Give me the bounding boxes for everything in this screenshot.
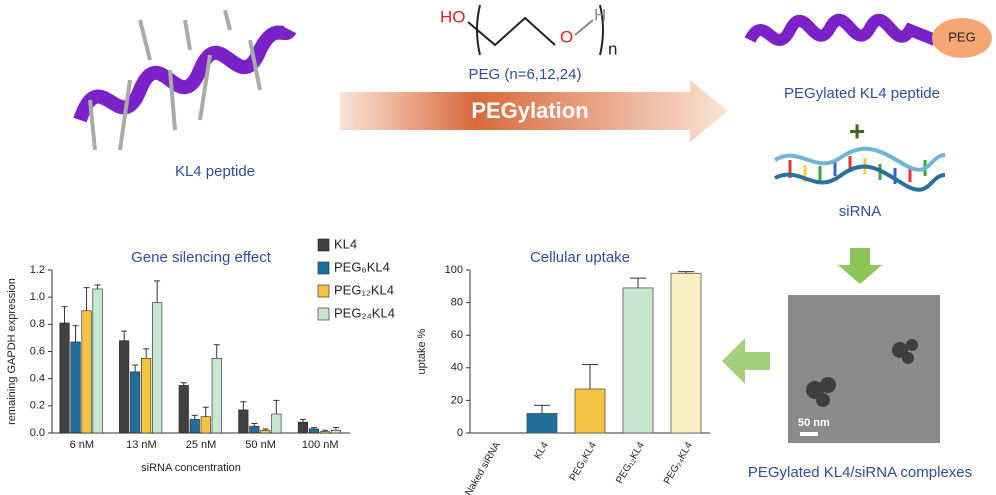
left-arrow [722, 338, 770, 384]
kl4-label: KL4 peptide [175, 163, 255, 180]
x-tick-label: 100 nM [302, 439, 339, 451]
bar [526, 413, 558, 434]
y-tick-label: 60 [451, 329, 463, 341]
bar [178, 385, 189, 434]
plus: + [849, 115, 865, 146]
y-tick-label: 80 [451, 297, 463, 309]
bar [189, 419, 200, 434]
pegylated-label: PEGylated KL4 peptide [784, 85, 940, 102]
y-tick-label: 0.8 [30, 318, 45, 330]
y-tick-label: 20 [451, 394, 463, 406]
formula-h: H [594, 5, 606, 24]
bar [130, 371, 141, 434]
y-tick-label: 0.4 [30, 373, 45, 385]
bar [119, 340, 130, 434]
x-tick-label: 25 nM [186, 439, 217, 451]
y-tick-label: 0 [457, 427, 463, 439]
complex-particles [806, 339, 918, 407]
legend-label: PEG₂₄KL4 [334, 305, 395, 320]
bar [81, 310, 92, 434]
pegylation-label: PEGylation [471, 98, 588, 123]
legend-label: PEG₁₂KL4 [334, 282, 394, 297]
bar [670, 272, 702, 434]
y-axis-label: uptake % [416, 328, 428, 374]
bar [297, 421, 309, 434]
bar [330, 429, 342, 434]
pegylated-helix [744, 13, 938, 46]
bar [308, 428, 320, 434]
y-axis-label: remaining GAPDH expression [6, 278, 18, 425]
x-tick-label: KL4 [532, 440, 551, 461]
x-tick-label: PEG₆KL4 [568, 440, 599, 483]
bar [92, 288, 103, 434]
bar [70, 341, 81, 434]
bar [622, 287, 654, 434]
bar [59, 322, 70, 434]
peg-tag: PEG [948, 29, 975, 44]
bar [319, 431, 331, 434]
bar [141, 357, 152, 434]
sirna-label: siRNA [839, 203, 882, 220]
legend-swatch [317, 284, 330, 298]
chart-title: Cellular uptake [530, 249, 630, 266]
tem-image [788, 295, 940, 443]
formula-o: O [560, 27, 573, 46]
bar [238, 409, 249, 434]
bar [271, 413, 282, 434]
charts: 0.0 0.2 0.4 0.6 0.8 1.0 1.2 Gene silencing effe… [6, 236, 710, 495]
y-tick-label: 40 [451, 362, 463, 374]
x-tick-label: 6 nM [70, 439, 94, 451]
scale-bar [800, 432, 818, 436]
x-tick-label: 13 nM [126, 439, 157, 451]
y-tick-label: 0.6 [30, 345, 45, 357]
bar [574, 388, 606, 434]
formula-ho: HO [440, 7, 466, 26]
y-tick-label: 1.0 [30, 291, 45, 303]
kl4-helix [73, 9, 297, 151]
x-axis-label: siRNA concentration [141, 462, 241, 474]
x-tick-label: PEG₁₂KL4 [614, 440, 647, 486]
scale-bar-label: 50 nm [798, 417, 830, 429]
legend-swatch [317, 238, 330, 252]
x-tick-label: PEG₂₄KL4 [662, 440, 695, 486]
x-tick-label: 50 nM [245, 439, 276, 451]
peg-formula: HO O H n [440, 4, 617, 58]
y-tick-label: 1.2 [30, 264, 45, 276]
down-arrow [838, 248, 882, 284]
bar [249, 425, 260, 434]
formula-n: n [608, 39, 617, 58]
y-tick-label: 0.2 [30, 400, 45, 412]
x-tick-label: Naked siRNA [463, 440, 503, 495]
bar [152, 302, 163, 434]
legend-swatch [317, 307, 330, 321]
pegylation-arrow [340, 80, 728, 142]
bar [260, 429, 271, 434]
y-tick-label: 100 [445, 264, 463, 276]
y-tick-label: 0.0 [30, 427, 45, 439]
peg-tag-shape [932, 18, 992, 58]
peg-label: PEG (n=6,12,24) [469, 66, 582, 83]
sirna-graphic [773, 146, 946, 192]
bar [211, 357, 222, 434]
complex-label: PEGylated KL4/siRNA complexes [748, 464, 972, 481]
legend-label: KL4 [334, 236, 357, 251]
legend-swatch [317, 261, 330, 275]
chart-title: Gene silencing effect [131, 249, 272, 266]
bar [200, 416, 211, 434]
legend-label: PEG₆KL4 [334, 259, 390, 274]
